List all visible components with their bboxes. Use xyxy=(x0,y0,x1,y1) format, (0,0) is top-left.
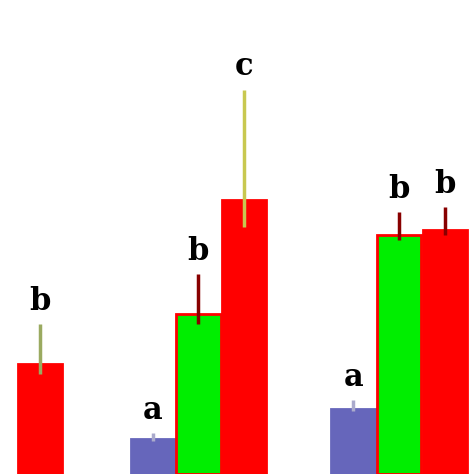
Text: a: a xyxy=(344,362,364,392)
Bar xyxy=(377,235,421,474)
Bar xyxy=(130,439,175,474)
Bar xyxy=(331,409,375,474)
Bar xyxy=(18,364,62,474)
Text: b: b xyxy=(434,169,456,200)
Text: a: a xyxy=(143,394,163,426)
Bar xyxy=(423,229,467,474)
Text: c: c xyxy=(235,51,254,82)
Text: b: b xyxy=(29,286,51,317)
Bar xyxy=(176,314,220,474)
Text: b: b xyxy=(389,173,410,205)
Bar xyxy=(222,200,266,474)
Text: b: b xyxy=(188,236,209,267)
